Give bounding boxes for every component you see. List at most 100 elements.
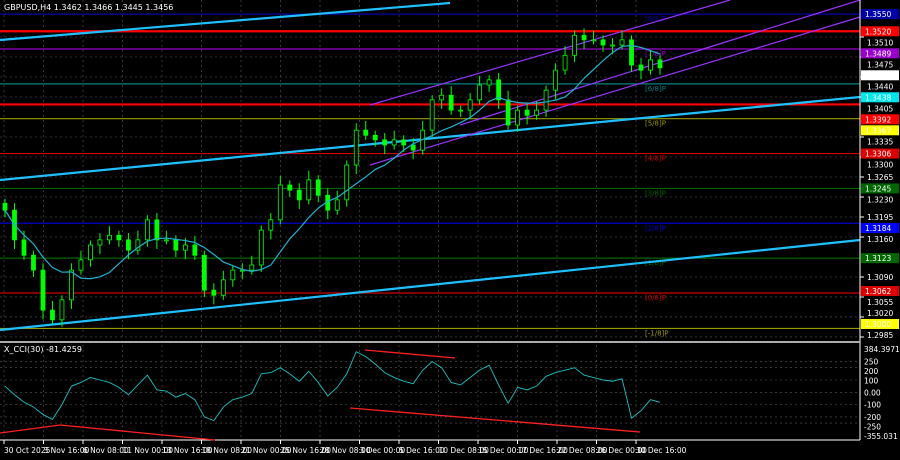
candle-body [107, 234, 112, 241]
price-label-box [861, 70, 899, 81]
trend-line [0, 95, 861, 182]
channel-line [369, 16, 861, 166]
price-label-box [861, 125, 899, 136]
candle-body [543, 89, 549, 111]
x-tick-label: 26 Dec 00:00 [597, 446, 648, 455]
candle-body [50, 309, 55, 321]
price-label: 1.3520 [865, 27, 891, 36]
cci-tick-label: -100 [864, 401, 881, 410]
price-label-box [861, 148, 899, 159]
chart-title: GBPUSD,H4 1.3462 1.3466 1.3445 1.3456 [4, 3, 174, 12]
x-tick-label: 3 Nov 16:00 [44, 446, 90, 455]
y-tick-label: 1.3405 [867, 104, 893, 113]
candle-body [477, 84, 483, 101]
candle-body [638, 64, 644, 71]
candle-body [211, 289, 217, 296]
trend-line [0, 1, 451, 42]
candle-body [562, 54, 568, 71]
candle-body [192, 244, 198, 256]
y-tick-label: 1.3055 [867, 298, 893, 307]
x-tick-label: 3 Dec 00:00 [360, 446, 406, 455]
candle-body [2, 202, 8, 211]
moving-average-line [4, 45, 661, 280]
price-label: 1.3392 [865, 115, 891, 124]
price-label: 1.3245 [865, 184, 891, 193]
candle-body [144, 219, 150, 241]
candle-body [534, 109, 539, 116]
price-label: 1.3456 [865, 71, 891, 80]
candle-body [363, 129, 369, 136]
candle-body [287, 184, 293, 191]
price-label: 1.3489 [865, 49, 891, 58]
x-tick-label: 30 Oct 2025 [4, 446, 51, 455]
cci-tick-label: -355.031 [864, 432, 898, 441]
candle-body [581, 34, 587, 41]
price-label: 1.3184 [865, 224, 891, 233]
candle-body [591, 39, 596, 42]
price-label: 1.3123 [865, 254, 891, 263]
candle-body [505, 99, 511, 126]
candle-body [344, 164, 350, 201]
murrey-level-label: [1/8]P [645, 259, 666, 267]
price-label: 1.3367 [865, 126, 891, 135]
candle-body [31, 254, 36, 271]
candle-body [410, 144, 416, 151]
candle-body [277, 184, 283, 221]
candle-body [572, 34, 577, 56]
price-label-box [861, 26, 899, 37]
candle-body [306, 179, 312, 201]
candle-body [97, 239, 103, 246]
divergence-line [59, 424, 216, 441]
cci-line [4, 351, 661, 422]
candle-body [553, 69, 558, 91]
y-tick-label: 1.3335 [867, 137, 893, 146]
candle-body [467, 99, 473, 111]
murrey-level-label: [-1/8]P [645, 329, 668, 337]
x-tick-label: 25 Nov 16:00 [281, 446, 332, 455]
candle-body [496, 79, 502, 101]
y-tick-label: 1.3160 [867, 235, 893, 244]
y-tick-label: 1.3230 [867, 195, 893, 204]
price-label-box [861, 114, 899, 125]
murrey-level-label: [4/8]P [645, 155, 666, 163]
y-tick-label: 1.3195 [867, 213, 893, 222]
price-label-box [861, 319, 899, 329]
candle-body [126, 239, 131, 251]
candle-body [353, 129, 359, 166]
x-tick-label: 13 Nov 16:00 [162, 446, 213, 455]
x-tick-label: 21 Nov 00:00 [241, 446, 292, 455]
candle-body [268, 219, 274, 231]
candle-body [239, 269, 245, 272]
candle-body [657, 59, 663, 69]
y-tick-label: 1.3475 [867, 60, 893, 69]
y-tick-label: 1.3090 [867, 273, 893, 282]
x-tick-label: 28 Nov 08:00 [320, 446, 371, 455]
price-label-box [861, 48, 899, 59]
murrey-level-label: [8/8]P [645, 15, 666, 23]
candle-body [258, 229, 264, 266]
candle-body [135, 239, 141, 251]
cci-tick-label: -200 [864, 413, 881, 422]
candle-body [78, 259, 84, 271]
candle-body [334, 199, 340, 211]
candle-body [524, 109, 530, 116]
x-tick-label: 15 Dec 00:00 [478, 446, 529, 455]
price-label-box [861, 286, 899, 296]
price-label: 1.3062 [865, 287, 891, 296]
candle-body [515, 109, 521, 126]
candle-body [648, 59, 653, 71]
y-tick-label: 1.3440 [867, 82, 893, 91]
candle-body [40, 269, 46, 311]
x-tick-label: 6 Nov 08:00 [83, 446, 129, 455]
candle-body [486, 79, 492, 86]
murrey-level-label: [6/8]P [645, 85, 666, 93]
candle-body [220, 279, 226, 296]
candle-body [69, 269, 74, 301]
price-label-box [861, 92, 899, 103]
y-tick-label: 1.3020 [867, 309, 893, 318]
candle-body [372, 134, 378, 141]
candle-body [163, 239, 169, 242]
price-label-box [861, 9, 899, 20]
candle-body [382, 139, 388, 146]
